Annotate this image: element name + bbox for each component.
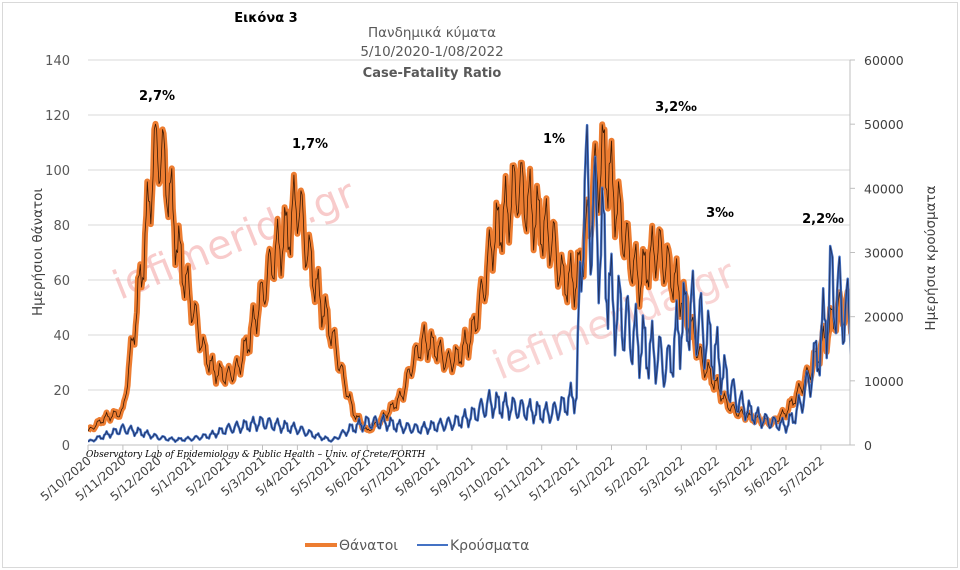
- y-tick-label: 100: [45, 164, 70, 179]
- y-tick-label: 60: [53, 274, 70, 289]
- y2-tick-label: 50000: [864, 117, 904, 132]
- figure-label: Εικόνα 3: [234, 11, 297, 26]
- legend-label-cases: Κρούσματα: [450, 538, 529, 554]
- annotation-wave5: 3‰: [706, 206, 734, 221]
- y-tick-label: 0: [62, 439, 70, 454]
- y2-tick-label: 0: [864, 438, 872, 453]
- annotation-wave6: 2,2‰: [802, 212, 844, 227]
- annotation-wave2: 1,7%: [292, 137, 328, 152]
- source-note: Observatory Lab of Epidemiology & Public…: [86, 450, 425, 460]
- chart-title-line-1: Πανδημικά κύματα: [368, 25, 496, 41]
- y2-tick-label: 20000: [864, 310, 904, 325]
- y2-tick-label: 60000: [864, 53, 904, 68]
- y2-axis-label: Ημερήσια κρούσματα: [923, 185, 939, 330]
- legend-label-deaths: Θάνατοι: [339, 538, 398, 554]
- annotation-wave3: 1%: [543, 132, 565, 147]
- annotation-wave4: 3,2‰: [655, 100, 697, 115]
- y-axis-right: 0 10000 20000 30000 40000 50000 60000: [850, 53, 904, 453]
- y-tick-label: 120: [45, 109, 70, 124]
- y2-tick-label: 40000: [864, 181, 904, 196]
- gridlines: [88, 59, 850, 391]
- annotation-wave1: 2,7%: [139, 89, 175, 104]
- y-tick-label: 20: [53, 384, 70, 399]
- y-tick-label: 140: [45, 54, 70, 69]
- cases-series-inner-line: [88, 125, 850, 443]
- y-tick-label: 80: [53, 219, 70, 234]
- y-tick-label: 40: [53, 329, 70, 344]
- deaths-series-inner-line: [88, 123, 850, 432]
- chart-title-line-2: 5/10/2020-1/08/2022: [360, 44, 503, 60]
- chart-title-line-3: Case-Fatality Ratio: [363, 66, 502, 81]
- y-axis-left: 0 20 40 60 80 100 120 140: [45, 54, 70, 454]
- y-axis-label: Ημερήσιοι θάνατοι: [30, 188, 46, 316]
- y2-tick-label: 30000: [864, 246, 904, 261]
- y2-tick-label: 10000: [864, 374, 904, 389]
- legend: Θάνατοι Κρούσματα: [305, 538, 529, 554]
- cases-series-line: [88, 123, 850, 443]
- series-group: [88, 120, 850, 443]
